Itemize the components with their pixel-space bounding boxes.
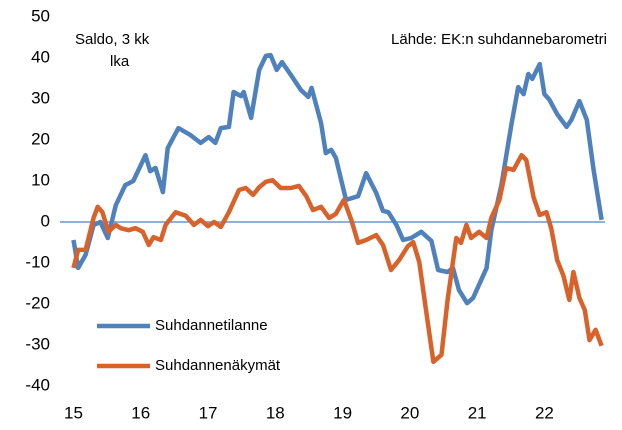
y-tick-label: -30	[25, 334, 50, 353]
x-tick-label: 16	[131, 403, 150, 422]
legend-label: Suhdannetilanne	[155, 317, 268, 334]
y-tick-label: 20	[31, 129, 50, 148]
y-tick-label: 30	[31, 88, 50, 107]
y-tick-label: -20	[25, 293, 50, 312]
y-tick-label: 40	[31, 47, 50, 66]
x-tick-label: 22	[535, 403, 554, 422]
y-tick-label: -10	[25, 252, 50, 271]
x-tick-label: 20	[400, 403, 419, 422]
y-tick-label: 50	[31, 6, 50, 25]
x-tick-label: 21	[468, 403, 487, 422]
x-tick-label: 19	[333, 403, 352, 422]
line	[71, 152, 604, 365]
line	[71, 52, 604, 306]
source: Lähde: EK:n suhdannebarometri	[391, 31, 607, 48]
x-tick-label: 17	[199, 403, 218, 422]
annotation: Saldo, 3 kk	[75, 31, 150, 48]
y-tick-label: 10	[31, 170, 50, 189]
x-tick-label: 18	[266, 403, 285, 422]
y-tick-label: -40	[25, 375, 50, 394]
x-tick-label: 15	[64, 403, 83, 422]
legend-label: Suhdannenäkymät	[155, 357, 281, 374]
y-tick-label: 0	[41, 211, 50, 230]
annotation: lka	[110, 53, 130, 70]
